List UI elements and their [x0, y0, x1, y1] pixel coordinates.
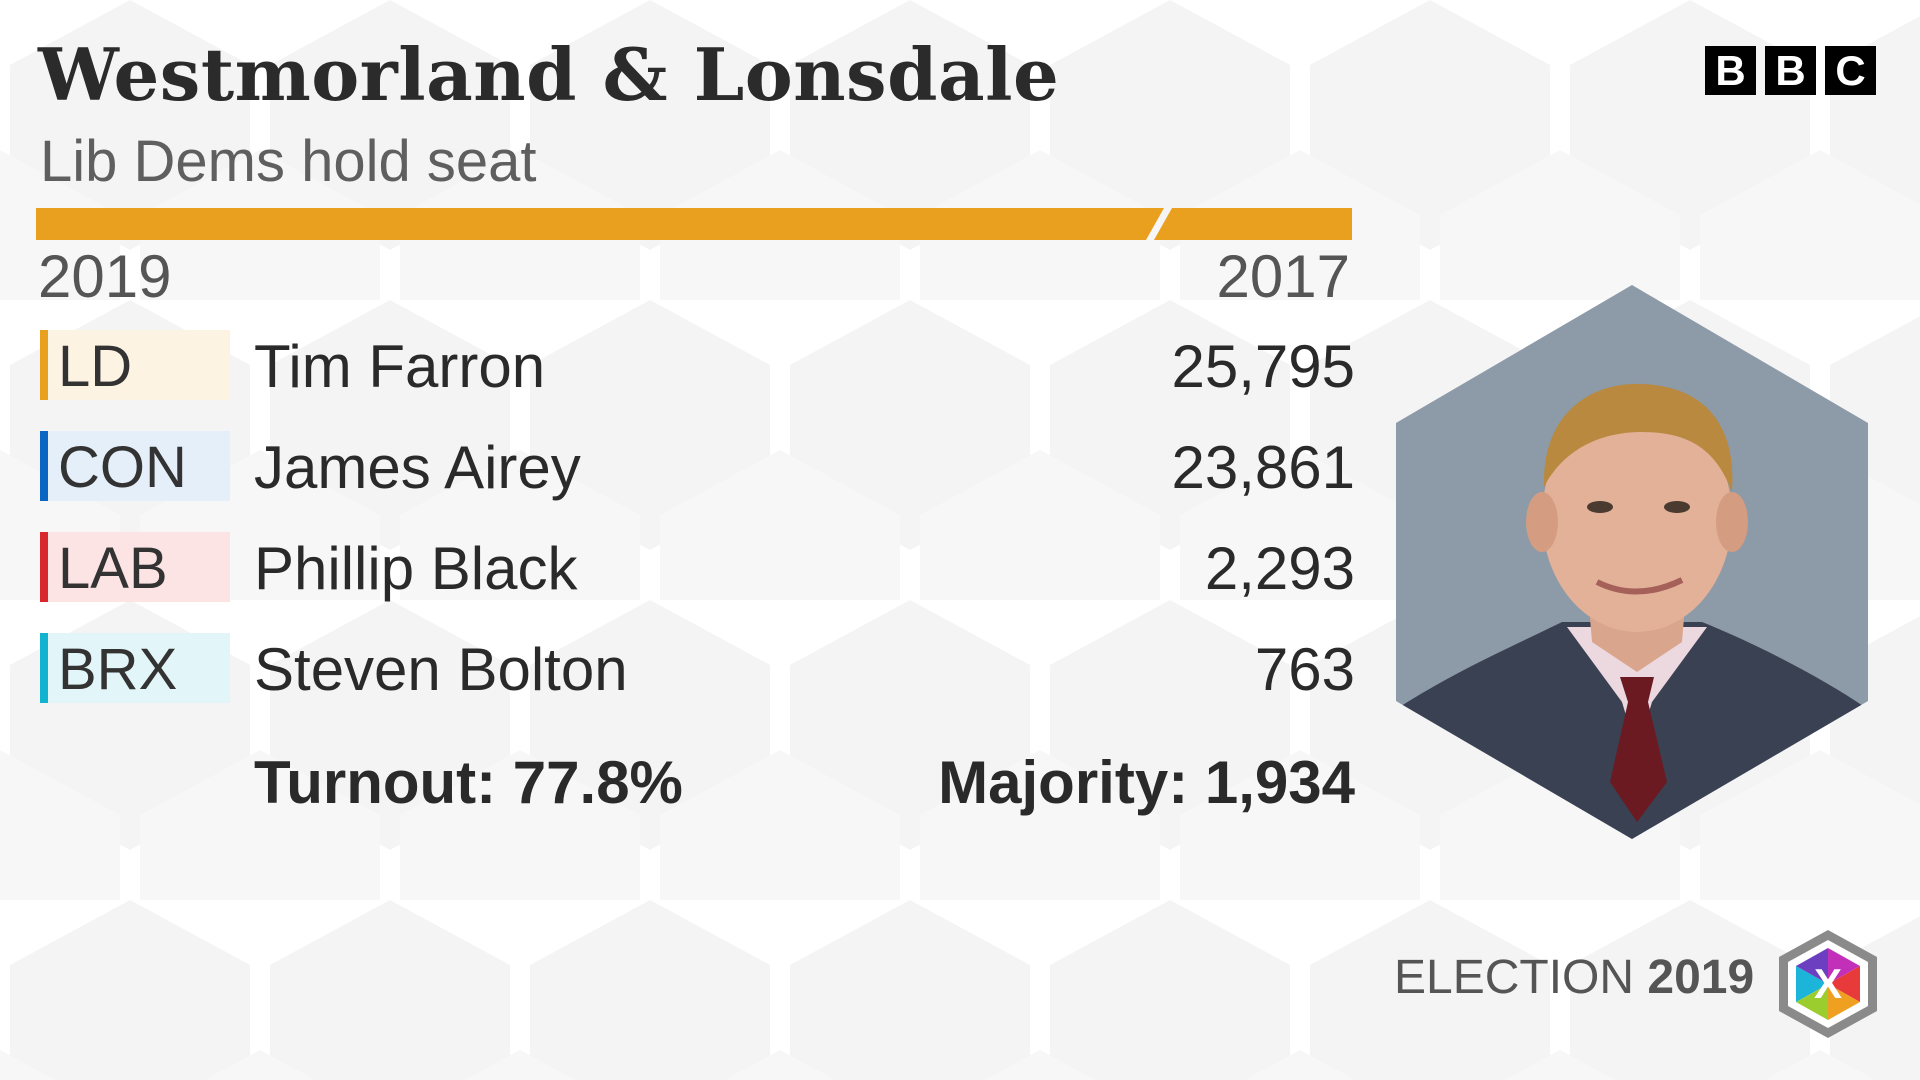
candidate-votes: 2,293 [1204, 535, 1355, 602]
candidate-row: LAB Phillip Black 2,293 [40, 532, 1355, 604]
party-code: BRX [58, 637, 178, 702]
party-tag: LAB [40, 532, 230, 602]
seat-hold-bar [36, 208, 1352, 240]
bbc-logo: B B C [1705, 46, 1876, 95]
year-previous: 2017 [1216, 243, 1350, 310]
party-tag: LD [40, 330, 230, 400]
bbc-logo-letter: B [1705, 46, 1756, 95]
candidate-votes: 25,795 [1171, 333, 1355, 400]
year-current: 2019 [38, 243, 172, 310]
party-color-stripe [40, 431, 48, 501]
candidate-name: Steven Bolton [254, 636, 628, 703]
election-word: ELECTION [1394, 951, 1635, 1004]
party-code: LAB [58, 536, 168, 601]
election-x-logo: X [1779, 930, 1877, 1038]
election-label: ELECTION 2019 [1394, 950, 1754, 1005]
candidate-name: Phillip Black [254, 535, 578, 602]
party-color-stripe [40, 532, 48, 602]
election-year: 2019 [1647, 951, 1755, 1004]
result-summary: Lib Dems hold seat [40, 129, 537, 194]
election-logo-mark: X [1814, 960, 1842, 1007]
constituency-title: Westmorland & Lonsdale [38, 32, 1060, 117]
majority-stat: Majority: 1,934 [938, 749, 1355, 816]
bbc-logo-letter: C [1825, 46, 1876, 95]
candidate-name: James Airey [254, 434, 581, 501]
candidate-votes: 23,861 [1171, 434, 1355, 501]
bar-segment-2019 [36, 208, 1164, 240]
candidate-votes: 763 [1254, 636, 1355, 703]
winner-portrait-hexagon [1396, 285, 1868, 839]
candidate-row: LD Tim Farron 25,795 [40, 330, 1355, 402]
party-color-stripe [40, 633, 48, 703]
candidate-row: BRX Steven Bolton 763 [40, 633, 1355, 705]
party-tag: BRX [40, 633, 230, 703]
candidate-name: Tim Farron [254, 333, 546, 400]
party-tag: CON [40, 431, 230, 501]
bar-segment-2017 [1154, 208, 1352, 240]
turnout-stat: Turnout: 77.8% [254, 749, 683, 816]
party-code: CON [58, 435, 187, 500]
party-code: LD [58, 334, 133, 399]
bbc-logo-letter: B [1765, 46, 1816, 95]
candidate-row: CON James Airey 23,861 [40, 431, 1355, 503]
party-color-stripe [40, 330, 48, 400]
